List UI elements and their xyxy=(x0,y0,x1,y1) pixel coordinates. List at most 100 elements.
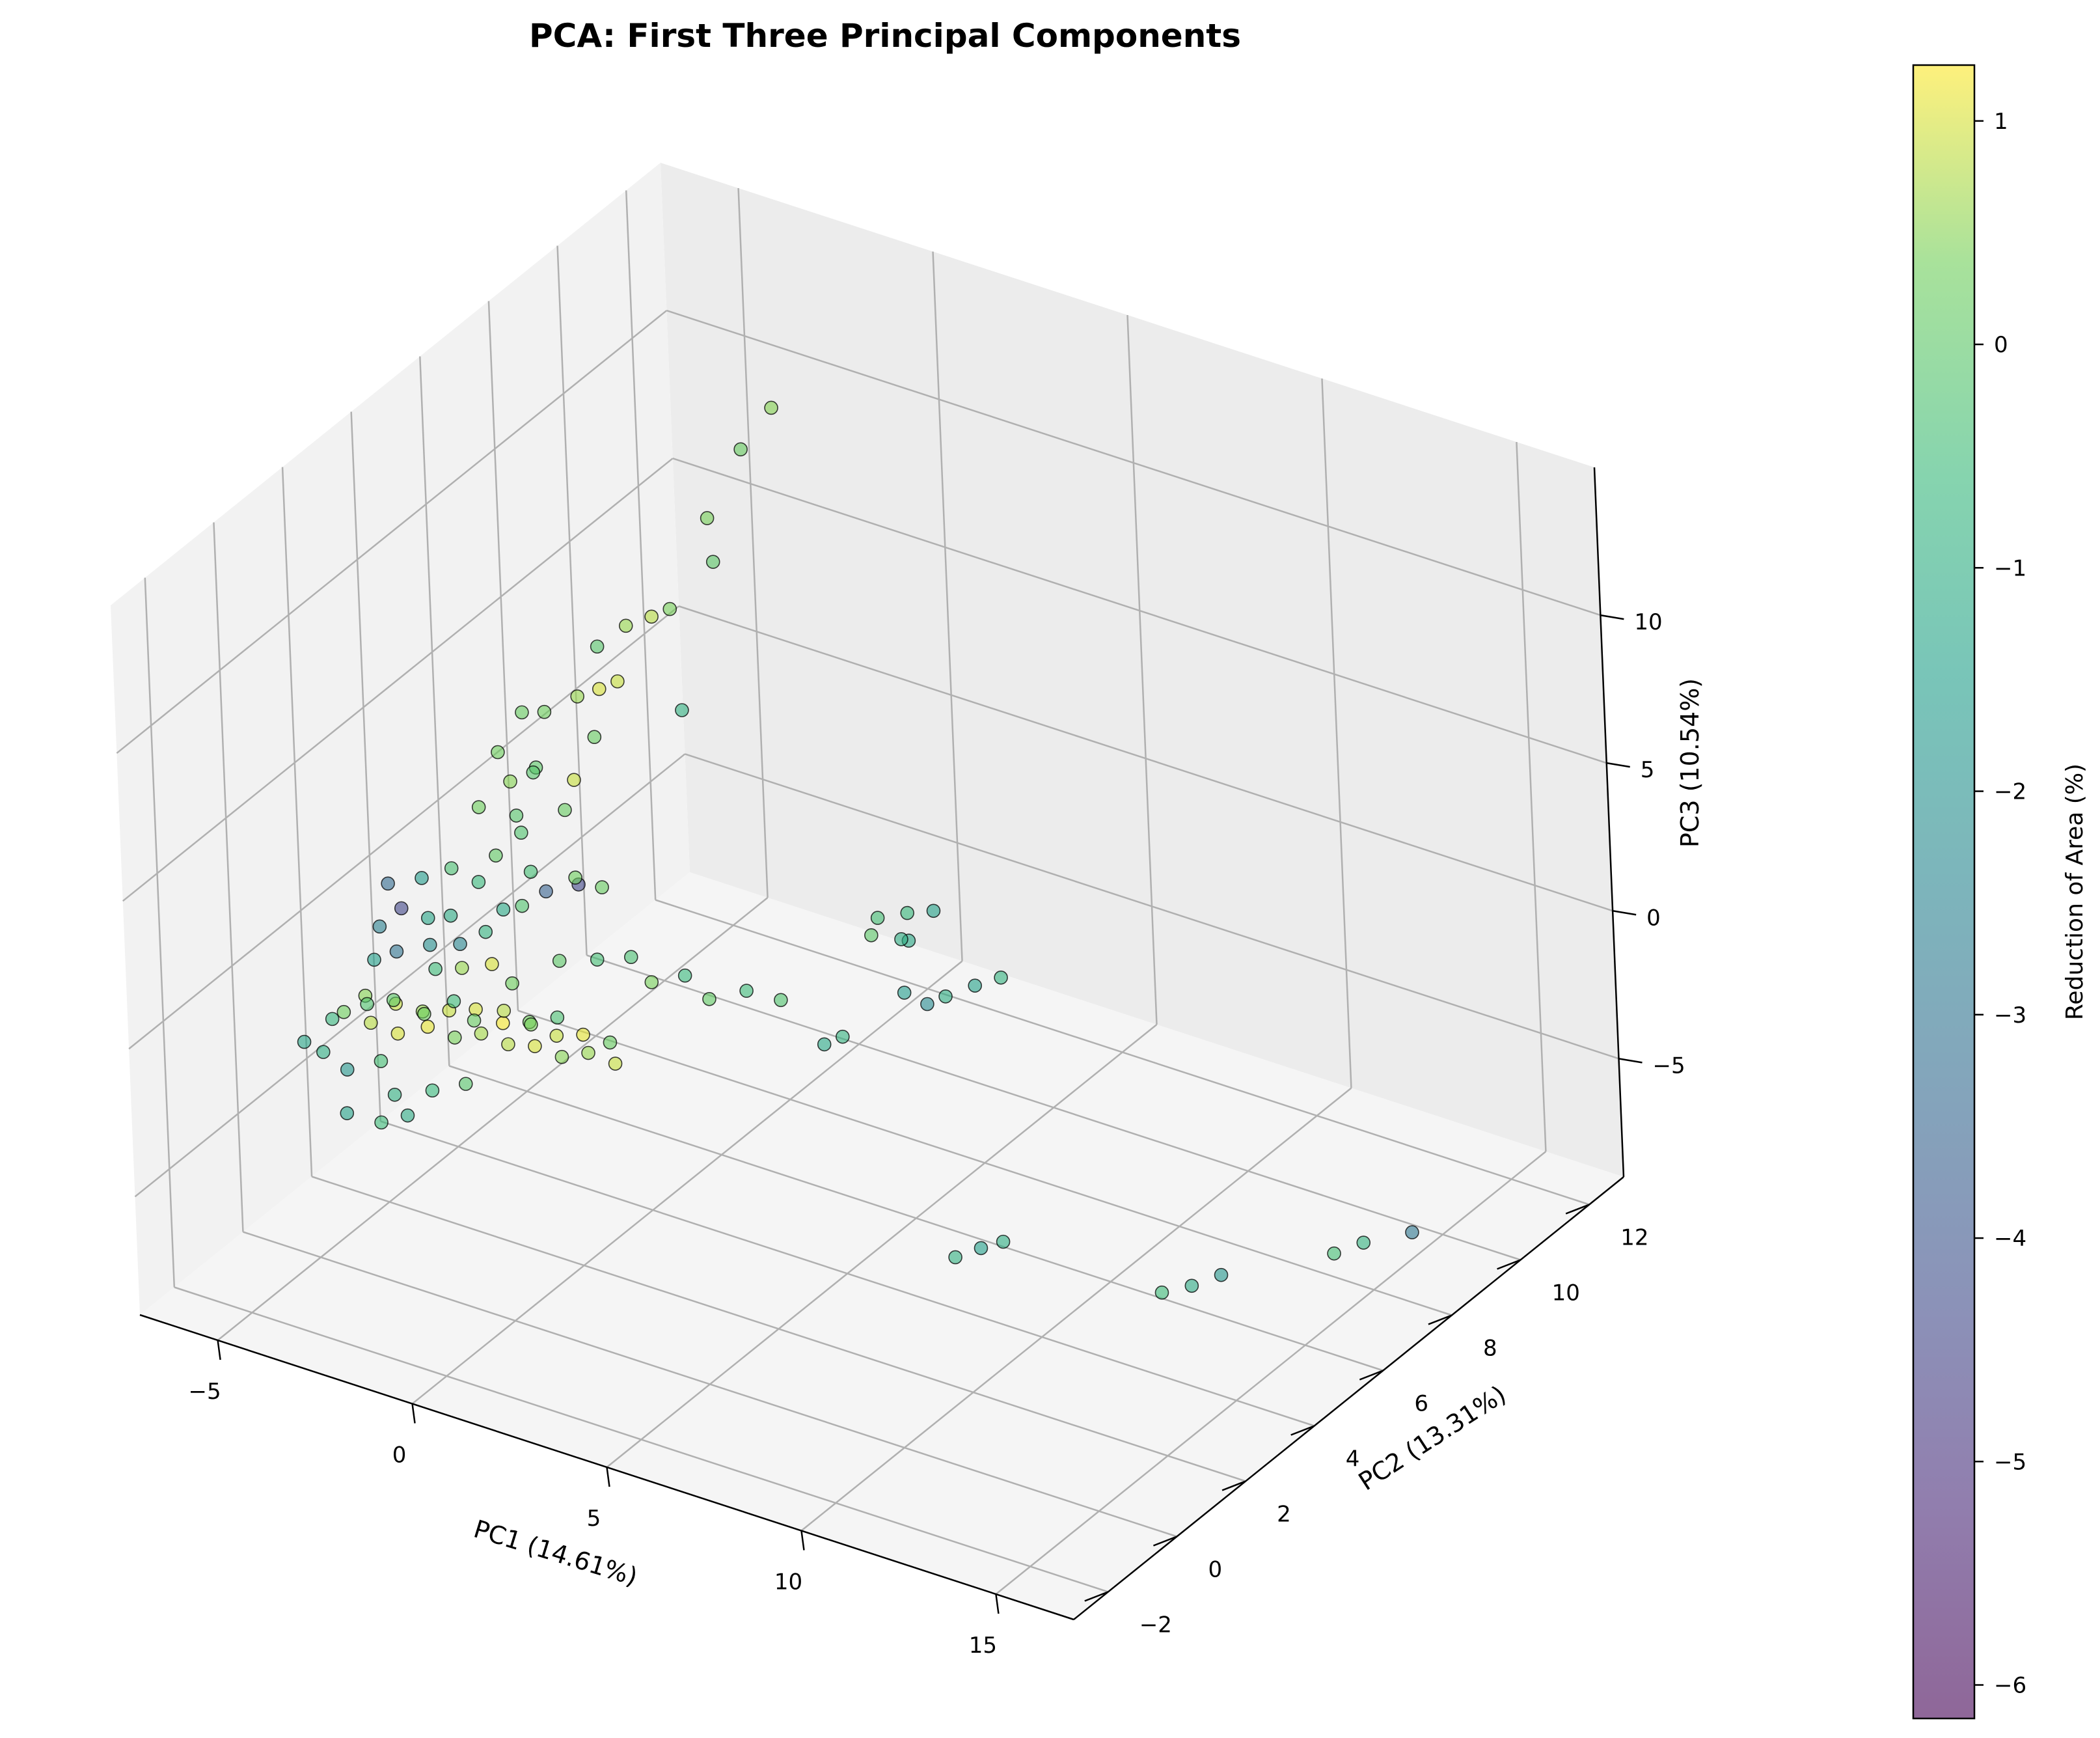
scatter-point xyxy=(739,984,754,998)
scatter-point xyxy=(394,901,409,916)
y-tick-label: 2 xyxy=(1277,1502,1291,1528)
scatter-point xyxy=(367,952,381,967)
z-axis-label: PC3 (10.54%) xyxy=(1676,678,1704,848)
z-tick-label: −5 xyxy=(1653,1053,1685,1079)
scatter-point xyxy=(733,442,748,457)
scatter-point xyxy=(568,870,582,885)
y-axis-line xyxy=(1073,1176,1624,1620)
scatter-point xyxy=(390,1026,405,1041)
scatter-point xyxy=(700,511,715,525)
x-tick-label: 5 xyxy=(587,1506,601,1532)
scatter-point xyxy=(443,908,458,923)
y-tick-label: 0 xyxy=(1208,1557,1222,1583)
z-tick-label: 10 xyxy=(1634,609,1662,635)
colorbar-frame xyxy=(1912,64,1976,1720)
grid-line-y-floor xyxy=(586,954,1521,1261)
colorbar-label: Reduction of Area (%) xyxy=(2062,764,2088,1020)
grid-line-y-floor xyxy=(448,1065,1384,1372)
scatter-point xyxy=(496,902,511,917)
scatter-point xyxy=(374,1054,389,1068)
scatter-point xyxy=(509,808,524,823)
scatter-point xyxy=(336,1004,351,1019)
colorbar-ticks: 1 0 −1 −2 −3 −4 −5 −6 xyxy=(1974,109,2026,1699)
left-pane xyxy=(111,163,690,1315)
scatter-point xyxy=(581,1045,595,1060)
scatter-point xyxy=(705,555,720,569)
scatter-point xyxy=(458,1077,473,1091)
scatter-point xyxy=(539,884,553,899)
scatter-point xyxy=(415,871,429,885)
scatter-point xyxy=(340,1106,355,1120)
scatter-point xyxy=(448,1030,462,1045)
scatter-point xyxy=(471,800,486,814)
scatter-point xyxy=(567,773,581,787)
scatter-point xyxy=(836,1029,850,1044)
scatter-point xyxy=(662,601,677,616)
y-tick-mark xyxy=(1152,1536,1177,1547)
chart-title: PCA: First Three Principal Components xyxy=(529,17,1241,55)
grid-line-y-floor xyxy=(243,1231,1177,1538)
scatter-point xyxy=(1327,1246,1341,1261)
x-tick-mark xyxy=(800,1530,805,1551)
scatter-point xyxy=(587,730,602,745)
colorbar-tick-label: −6 xyxy=(1994,1673,2026,1699)
scatter-point xyxy=(515,898,530,913)
scatter-point xyxy=(389,944,404,959)
y-tick-mark xyxy=(1565,1204,1590,1215)
scatter-point xyxy=(864,928,879,943)
x-tick-mark xyxy=(411,1403,416,1424)
scatter-point xyxy=(501,1037,515,1052)
scatter-point xyxy=(360,997,374,1012)
scatter-point xyxy=(870,911,885,925)
scatter-point xyxy=(644,975,659,989)
scatter-point xyxy=(897,986,912,1000)
grid-line-z-left xyxy=(116,310,668,754)
z-tick-mark xyxy=(1600,614,1624,620)
scatter-point xyxy=(603,1035,618,1050)
scatter-point xyxy=(1214,1267,1229,1282)
scatter-point xyxy=(549,1028,564,1043)
scatter-point xyxy=(372,919,387,934)
scatter-point xyxy=(428,961,443,976)
grid-line-x-floor xyxy=(606,1024,1158,1468)
scatter-point xyxy=(471,875,486,889)
scatter-point xyxy=(592,682,607,697)
y-tick-label: −2 xyxy=(1139,1612,1172,1638)
scatter-point xyxy=(570,689,584,704)
scatter-point xyxy=(817,1037,832,1052)
scatter-point xyxy=(387,1087,402,1102)
scatter-point xyxy=(364,1015,378,1030)
scatter-point xyxy=(576,1027,590,1042)
scatter-point xyxy=(920,997,934,1012)
grid-line-x-floor xyxy=(411,960,963,1405)
scatter-point xyxy=(595,880,609,894)
grid-line-y-floor xyxy=(380,1120,1315,1427)
colorbar: 1 0 −1 −2 −3 −4 −5 −6 Reduction of Area (%) xyxy=(1912,64,2088,1720)
scatter-point xyxy=(610,674,625,689)
grid-line-z-left xyxy=(134,753,686,1198)
colorbar-tick-label: −1 xyxy=(1994,555,2026,581)
scatter-point xyxy=(489,848,503,863)
scatter-point xyxy=(420,1019,435,1034)
colorbar-gradient xyxy=(1913,65,1974,1718)
grid-line-z-back xyxy=(678,605,1613,912)
scatter-point xyxy=(340,1062,355,1077)
z-tick-label: 5 xyxy=(1641,757,1655,783)
scatter-point xyxy=(444,861,459,876)
scatter-point xyxy=(297,1034,312,1049)
x-axis-label: PC1 (14.61%) xyxy=(470,1514,641,1591)
scatter-point xyxy=(623,950,638,965)
grid-line-x-floor xyxy=(217,897,769,1341)
colorbar-tick-label: 1 xyxy=(1994,109,2008,135)
grid-line-y-floor xyxy=(174,1286,1109,1593)
scatter-point xyxy=(446,994,461,1008)
colorbar-tick-label: 0 xyxy=(1994,332,2008,358)
scatter-point xyxy=(528,1039,542,1053)
scatter-point xyxy=(325,1012,340,1027)
scatter-point xyxy=(675,703,689,717)
colorbar-tick-label: −2 xyxy=(1994,779,2026,805)
scatter-point xyxy=(537,704,552,719)
scatter-point xyxy=(948,1250,962,1265)
grid-line-z-back xyxy=(672,457,1607,764)
grid-line-y-floor xyxy=(655,899,1590,1206)
